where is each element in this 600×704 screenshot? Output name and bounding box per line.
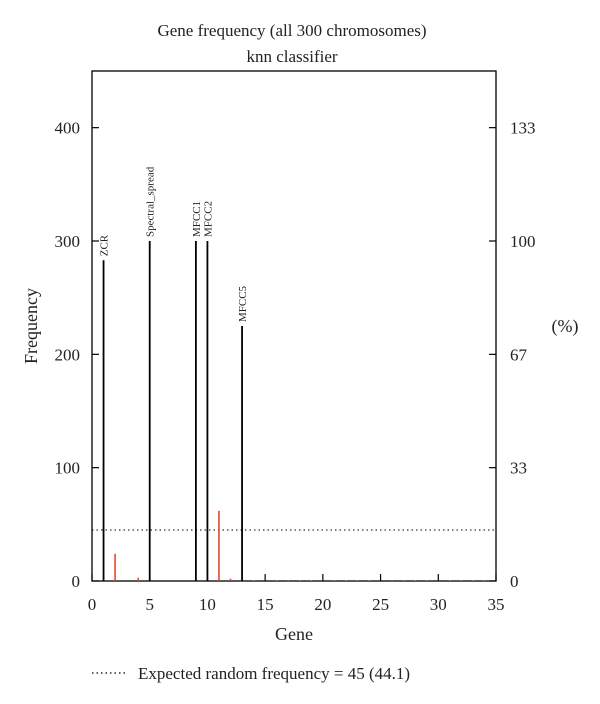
y2-tick-label: 100: [510, 232, 536, 251]
y2-tick-label: 33: [510, 459, 527, 478]
y-tick-label: 300: [55, 232, 81, 251]
bars-group: [102, 241, 486, 581]
y2-tick-label: 0: [510, 572, 519, 591]
x-axis-ticks: 0 5 10 15 20 25 30 35: [88, 574, 505, 614]
y-axis-ticks: 0 100 200 300 400: [55, 119, 99, 591]
x-tick-label: 15: [257, 595, 274, 614]
chart-subtitle: knn classifier: [246, 47, 337, 66]
chart-title: Gene frequency (all 300 chromosomes): [157, 21, 426, 40]
y-tick-label: 200: [55, 345, 81, 364]
x-tick-label: 10: [199, 595, 216, 614]
bar-label: MFCC5: [237, 285, 249, 322]
bar-label: MFCC2: [202, 201, 214, 237]
x-tick-label: 30: [430, 595, 447, 614]
x-tick-label: 0: [88, 595, 97, 614]
bar-label: MFCC1: [191, 201, 203, 237]
y-axis-label: Frequency: [21, 288, 41, 364]
y2-tick-label: 67: [510, 345, 528, 364]
x-tick-label: 5: [145, 595, 154, 614]
x-tick-label: 20: [314, 595, 331, 614]
bar-labels-group: ZCR Spectral_spread MFCC1 MFCC2 MFCC5: [99, 166, 250, 322]
x-tick-label: 35: [488, 595, 505, 614]
y2-axis-label: (%): [552, 316, 579, 337]
y2-tick-label: 133: [510, 119, 536, 138]
plot-frame: [91, 70, 497, 582]
bar-label: ZCR: [99, 234, 111, 256]
bar-label: Spectral_spread: [145, 166, 157, 237]
y-tick-label: 100: [55, 459, 81, 478]
x-tick-label: 25: [372, 595, 389, 614]
legend-text: Expected random frequency = 45 (44.1): [138, 664, 410, 683]
y-tick-label: 0: [72, 572, 81, 591]
y-tick-label: 400: [55, 119, 81, 138]
x-axis-label: Gene: [275, 624, 313, 644]
y2-axis-ticks: 0 33 67 100 133: [489, 119, 536, 591]
